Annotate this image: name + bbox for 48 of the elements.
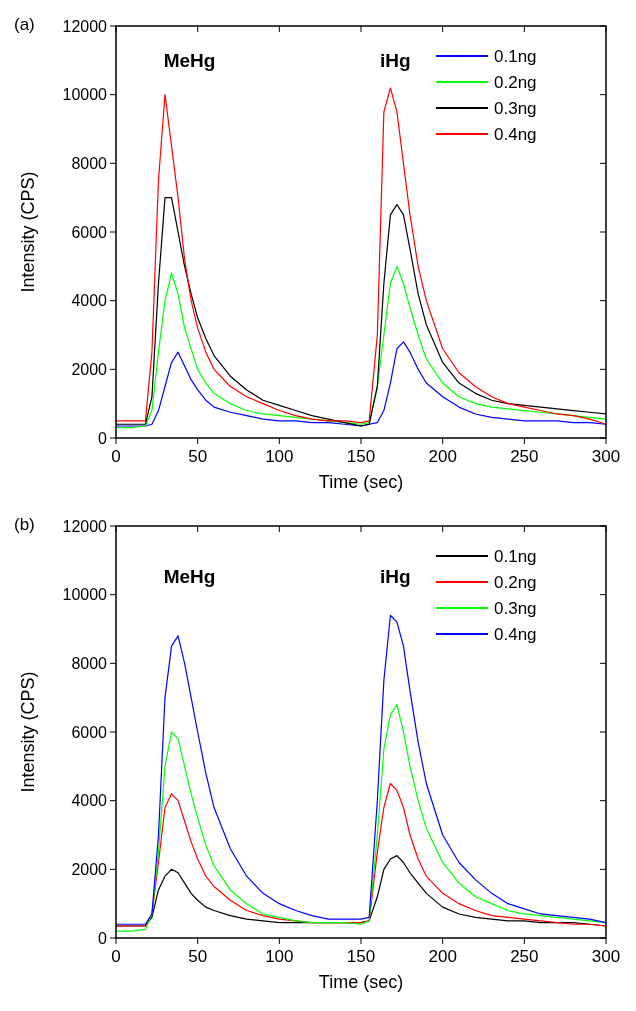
y-tick-label: 12000 [62,17,108,35]
annotation: iHg [380,50,411,72]
y-tick-label: 0 [98,929,108,947]
y-tick-label: 0 [98,429,108,447]
legend-label: 0.1ng [494,546,537,566]
x-tick-label: 100 [265,447,294,466]
x-tick-label: 50 [188,447,208,466]
x-tick-label: 50 [188,947,208,966]
x-tick-label: 0 [111,447,121,466]
legend-label: 0.3ng [494,98,537,118]
x-tick-label: 300 [591,947,621,966]
y-tick-label: 8000 [71,154,108,172]
x-tick-label: 250 [510,447,539,466]
x-axis-title: Time (sec) [318,972,404,992]
y-tick-label: 8000 [71,654,108,672]
x-tick-label: 0 [111,947,121,966]
y-tick-label: 4000 [71,292,108,310]
annotation: MeHg [163,50,216,72]
x-tick-label: 150 [346,947,376,966]
line-series [115,341,607,427]
x-tick-label: 200 [428,947,457,966]
legend-label: 0.4ng [494,624,537,644]
legend-label: 0.1ng [494,46,537,66]
legend-label: 0.3ng [494,598,537,618]
legend-label: 0.2ng [494,572,537,592]
y-tick-label: 6000 [71,223,108,241]
y-tick-label: 12000 [62,517,108,535]
x-tick-label: 200 [428,447,457,466]
y-tick-label: 2000 [71,860,108,878]
y-tick-label: 4000 [71,792,108,810]
x-tick-label: 150 [346,447,376,466]
legend-label: 0.4ng [494,124,537,144]
annotation: iHg [380,566,411,588]
y-axis-title: Intensity (CPS) [18,671,38,793]
chart-title: (a) [14,15,35,34]
y-tick-label: 10000 [62,86,108,104]
y-tick-label: 10000 [62,586,108,604]
x-tick-label: 300 [591,447,621,466]
y-tick-label: 6000 [71,723,108,741]
x-tick-label: 250 [510,947,539,966]
y-axis-title: Intensity (CPS) [18,171,38,293]
x-axis-title: Time (sec) [318,472,404,492]
legend-label: 0.2ng [494,72,537,92]
line-series [115,265,607,429]
chart-title: (b) [14,515,35,534]
y-tick-label: 2000 [71,360,108,378]
annotation: MeHg [163,566,216,588]
x-tick-label: 100 [265,947,294,966]
